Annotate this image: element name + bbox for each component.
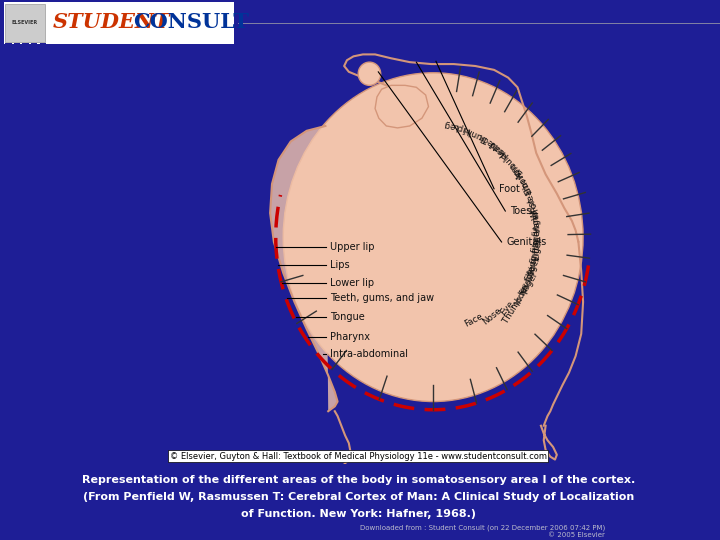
Text: Ring finger: Ring finger — [528, 227, 543, 275]
Text: Leg: Leg — [443, 119, 459, 131]
Text: Intra-abdominal: Intra-abdominal — [330, 349, 408, 359]
Text: Toes: Toes — [510, 206, 531, 216]
Text: STUDENT: STUDENT — [53, 12, 171, 32]
Text: Pharynx: Pharynx — [330, 332, 370, 342]
Text: Wrist: Wrist — [526, 196, 540, 219]
Text: Hand: Hand — [530, 210, 541, 233]
Text: Middle finger: Middle finger — [521, 238, 545, 295]
Polygon shape — [375, 85, 428, 128]
Text: Neck: Neck — [477, 131, 500, 150]
Text: Head: Head — [487, 138, 510, 159]
Text: Face: Face — [462, 312, 484, 329]
Text: CONSULT: CONSULT — [133, 12, 248, 32]
Text: Elbow: Elbow — [513, 168, 534, 195]
Text: Forearm: Forearm — [518, 176, 540, 213]
Text: Lips: Lips — [330, 260, 350, 270]
FancyBboxPatch shape — [31, 43, 37, 46]
FancyBboxPatch shape — [5, 43, 12, 46]
Text: Lower lip: Lower lip — [330, 278, 374, 288]
Text: Hip: Hip — [455, 122, 472, 134]
Text: © Elsevier, Guyton & Hall: Textbook of Medical Physiology 11e - www.studentconsu: © Elsevier, Guyton & Hall: Textbook of M… — [170, 451, 546, 461]
Text: Index finger: Index finger — [514, 256, 543, 307]
Text: Tongue: Tongue — [330, 313, 365, 322]
Text: Upper lip: Upper lip — [330, 242, 374, 252]
Text: Representation of the different areas of the body in somatosensory area I of the: Representation of the different areas of… — [81, 475, 635, 485]
Text: Nose: Nose — [480, 306, 503, 327]
FancyBboxPatch shape — [22, 43, 29, 46]
FancyBboxPatch shape — [5, 4, 45, 42]
Text: ELSEVIER: ELSEVIER — [12, 21, 37, 25]
Text: © 2005 Elsevier: © 2005 Elsevier — [548, 532, 605, 538]
FancyBboxPatch shape — [40, 43, 46, 46]
Text: (From Penfield W, Rasmussen T: Cerebral Cortex of Man: A Clinical Study of Local: (From Penfield W, Rasmussen T: Cerebral … — [83, 492, 634, 502]
Text: Downloaded from : Student Consult (on 22 December 2006 07:42 PM): Downloaded from : Student Consult (on 22… — [359, 524, 605, 531]
Text: Eye: Eye — [498, 299, 516, 316]
Text: of Function. New York: Hafner, 1968.): of Function. New York: Hafner, 1968.) — [240, 509, 476, 519]
Text: Genitals: Genitals — [506, 237, 546, 247]
Text: Thumb finger: Thumb finger — [502, 271, 540, 325]
Text: Trunk: Trunk — [464, 125, 490, 143]
Text: Arm: Arm — [508, 160, 526, 180]
Text: Teeth, gums, and jaw: Teeth, gums, and jaw — [330, 293, 434, 303]
Text: Little finger: Little finger — [531, 210, 541, 260]
Text: Shoulder: Shoulder — [492, 143, 526, 177]
FancyBboxPatch shape — [14, 43, 20, 46]
FancyBboxPatch shape — [4, 2, 234, 44]
Circle shape — [359, 62, 381, 85]
Text: Foot: Foot — [499, 184, 520, 194]
Polygon shape — [270, 126, 338, 411]
Ellipse shape — [283, 73, 583, 402]
